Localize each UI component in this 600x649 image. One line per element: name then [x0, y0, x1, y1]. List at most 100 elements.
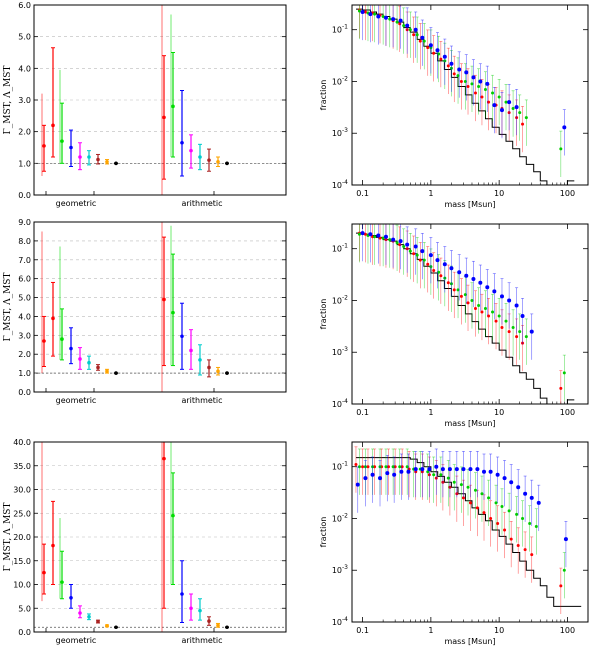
data-point-red [366, 465, 370, 469]
y-axis-label: Γ_MST, Λ_MST [3, 503, 13, 572]
y-tick-label: 10-3 [332, 564, 348, 575]
y-tick-label: 10-1 [332, 24, 348, 35]
y-tick-label: 10-3 [332, 127, 348, 138]
data-point-blue [468, 467, 473, 472]
mean-point [42, 144, 46, 148]
data-point-red [387, 465, 391, 469]
group-label-arithmetic: arithmetic [181, 199, 222, 208]
data-point-green [518, 330, 522, 334]
data-point-green [439, 473, 443, 477]
data-point-red [432, 51, 436, 55]
x-axis-label: mass [Msun] [444, 419, 495, 428]
data-point-red [516, 544, 520, 548]
y-tick-label: 10-1 [332, 461, 348, 472]
mass-function-panel-3: 0.1 1 10 100 10-4 10-3 10-2 10-1 mass [Msun] frac… [319, 441, 589, 646]
data-point-red [487, 100, 491, 104]
mean-point [189, 348, 193, 353]
data-point-green [398, 465, 402, 469]
data-point-blue [485, 81, 490, 86]
data-point-green [395, 241, 399, 245]
y-tick-label: 3.0 [18, 96, 31, 105]
y-tick-label: 10-3 [332, 346, 348, 357]
data-point-green [422, 39, 426, 43]
mean-point [96, 365, 100, 370]
x-tick-label: 0.1 [356, 408, 369, 417]
data-point-blue [516, 485, 521, 490]
data-point-red [418, 39, 422, 43]
data-point-green [511, 107, 515, 111]
y-tick-label: 1.0 [18, 369, 31, 378]
y-tick-label: 10.0 [13, 581, 31, 590]
mean-point [69, 596, 73, 600]
data-point-red [523, 548, 527, 552]
plot-frame [351, 223, 589, 405]
data-point-green [437, 270, 441, 274]
mean-point [78, 155, 82, 159]
data-point-red [559, 584, 563, 588]
data-point-green [515, 512, 519, 516]
data-point-red [521, 122, 525, 126]
data-point-green [408, 28, 412, 32]
mean-point [225, 625, 229, 630]
y-tick-label: 6.0 [18, 275, 31, 284]
mean-point [78, 611, 82, 615]
data-point-blue [428, 43, 433, 48]
data-point-red [452, 72, 456, 76]
data-point-blue [563, 537, 568, 542]
group-label-geometric: geometric [56, 636, 97, 645]
x-tick-label: 100 [560, 408, 575, 417]
data-point-green [511, 326, 515, 330]
data-point-green [426, 470, 430, 474]
y-tick-label: 3.0 [18, 331, 31, 340]
data-point-blue [383, 234, 388, 239]
mean-point [198, 608, 202, 613]
data-point-red [482, 511, 486, 515]
data-point-blue [485, 285, 490, 290]
data-point-red [473, 306, 477, 310]
y-tick-label: 9.0 [18, 218, 31, 227]
y-axis-label: fraction [319, 80, 328, 111]
data-point-blue [495, 472, 500, 477]
y-tick-label: 7.0 [18, 256, 31, 265]
y-tick-label: 15.0 [13, 557, 31, 566]
x-tick-label: 1 [428, 626, 433, 635]
data-point-green [395, 20, 399, 24]
mean-point [189, 606, 193, 611]
data-point-red [426, 262, 430, 266]
mean-point [114, 371, 118, 375]
group-label-geometric: geometric [56, 396, 97, 405]
x-tick-label: 10 [494, 408, 504, 417]
mean-point [87, 155, 91, 159]
data-point-green [459, 483, 463, 487]
y-tick-label: 20.0 [13, 533, 31, 542]
mass-function-panel-2: 0.1 1 10 100 10-4 10-3 10-2 10-1 mass [Msun] frac… [319, 223, 589, 428]
data-point-red [439, 274, 443, 278]
data-point-blue [370, 472, 375, 477]
mean-point [114, 625, 118, 630]
mean-point [180, 334, 184, 339]
data-point-red [487, 314, 491, 318]
data-point-green [452, 480, 456, 484]
data-point-blue [363, 476, 368, 481]
data-point-green [415, 33, 419, 37]
data-point-green [381, 236, 385, 240]
mean-point [51, 543, 55, 548]
data-point-green [415, 253, 419, 257]
data-point-red [459, 79, 463, 83]
data-point-blue [492, 103, 497, 108]
data-point-green [388, 238, 392, 242]
data-point-blue [398, 18, 403, 23]
data-point-green [504, 319, 508, 323]
y-tick-label: 2.0 [18, 350, 31, 359]
data-point-blue [405, 23, 410, 28]
data-point-blue [392, 472, 397, 477]
data-point-blue [478, 280, 483, 285]
data-point-blue [464, 273, 469, 278]
data-point-blue [520, 314, 525, 319]
data-point-blue [391, 237, 396, 242]
data-point-blue [514, 303, 519, 308]
x-tick-label: 0.1 [356, 626, 369, 635]
y-tick-label: 4.0 [18, 64, 31, 73]
x-tick-label: 100 [560, 626, 575, 635]
mean-point [180, 592, 184, 596]
